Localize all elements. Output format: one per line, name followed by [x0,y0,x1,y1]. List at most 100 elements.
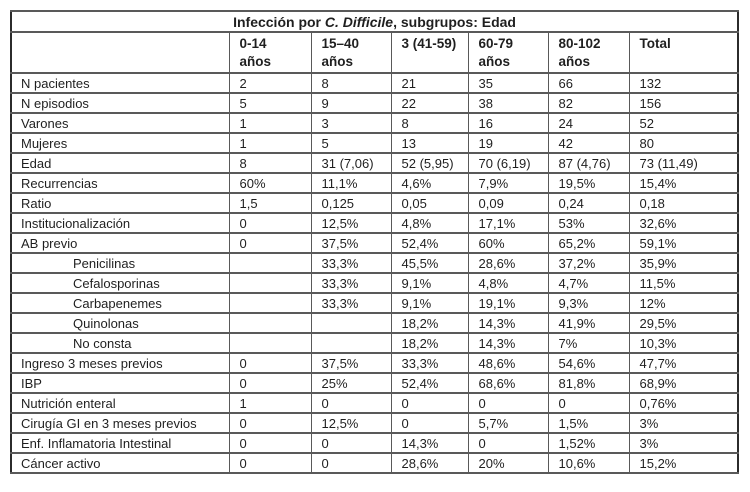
column-header-line1: 80-102 [558,36,601,51]
cell-value: 19,5% [547,172,630,194]
table-row: No consta 18,2% 14,3% 7% 10,3% [10,332,739,354]
cell-value: 1,52% [547,432,630,454]
table-row: Ingreso 3 meses previos 0 37,5% 33,3% 48,6% 5… [10,352,739,374]
cell-value: 87 (4,76) [547,152,630,174]
table-row: Varones 1 3 8 16 24 52 [10,112,739,134]
cell-value: 7% [547,332,630,354]
cell-value: 3% [628,412,739,434]
cell-value: 19,1% [467,292,549,314]
cell-value: 33,3% [310,292,392,314]
row-label: Penicilinas [10,252,230,274]
cell-value [228,272,312,294]
cell-value: 8 [390,112,469,134]
table-row: N pacientes 2 8 21 35 66 132 [10,72,739,94]
table-row: Enf. Inflamatoria Intestinal 0 0 14,3% 0 1,52… [10,432,739,454]
cell-value: 21 [390,72,469,94]
cell-value: 0,18 [628,192,739,214]
cell-value: 5 [310,132,392,154]
cell-value [228,312,312,334]
cell-value: 0,05 [390,192,469,214]
cell-value: 10,3% [628,332,739,354]
table-row: Edad 8 31 (7,06) 52 (5,95) 70 (6,19) 87 (4,76… [10,152,739,174]
cell-value: 0 [228,352,312,374]
cell-value: 0 [228,212,312,234]
cell-value: 47,7% [628,352,739,374]
row-label: Enf. Inflamatoria Intestinal [10,432,230,454]
cell-value: 0 [310,452,392,474]
column-header-line1: 60-79 [478,36,514,51]
table-row: Cefalosporinas 33,3% 9,1% 4,8% 4,7% 11,5% [10,272,739,294]
cell-value: 9,1% [390,292,469,314]
row-label: N pacientes [10,72,230,94]
cell-value: 5 [228,92,312,114]
column-header-line2: años [239,54,272,70]
column-header: 3 (41-59) [390,31,469,74]
row-label: AB previo [10,232,230,254]
cell-value: 0 [467,432,549,454]
cell-value: 0 [390,412,469,434]
cell-value: 8 [228,152,312,174]
cell-value: 11,5% [628,272,739,294]
column-header-row: 0-14 años 15–40 años 3 (41-59) 60-79 años 80-10… [10,31,739,74]
cell-value: 4,7% [547,272,630,294]
cell-value: 14,3% [467,332,549,354]
cell-value: 9,1% [390,272,469,294]
row-label: No consta [10,332,230,354]
cell-value: 19 [467,132,549,154]
cell-value: 0 [390,392,469,414]
cell-value: 0 [228,452,312,474]
cell-value: 29,5% [628,312,739,334]
cell-value: 3% [628,432,739,454]
column-header-line1: 3 (41-59) [401,36,457,51]
cell-value: 45,5% [390,252,469,274]
cell-value: 12% [628,292,739,314]
table-row: AB previo 0 37,5% 52,4% 60% 65,2% 59,1% [10,232,739,254]
cell-value: 0 [228,432,312,454]
cell-value: 15,2% [628,452,739,474]
cell-value: 0 [228,232,312,254]
cell-value: 52,4% [390,232,469,254]
row-label: Edad [10,152,230,174]
cell-value: 80 [628,132,739,154]
cell-value: 52 [628,112,739,134]
cell-value: 1 [228,132,312,154]
cell-value: 37,5% [310,232,392,254]
cell-value: 12,5% [310,212,392,234]
cell-value: 15,4% [628,172,739,194]
cell-value: 31 (7,06) [310,152,392,174]
cell-value: 0,24 [547,192,630,214]
cell-value: 1,5 [228,192,312,214]
cell-value: 10,6% [547,452,630,474]
column-header: 0-14 años [228,31,312,74]
column-header-line2: años [478,54,511,70]
row-label: Carbapenemes [10,292,230,314]
cell-value [228,292,312,314]
cell-value: 73 (11,49) [628,152,739,174]
cell-value: 60% [467,232,549,254]
table-title-italic-term: C. Difficile [324,13,394,30]
cell-value: 17,1% [467,212,549,234]
cell-value: 41,9% [547,312,630,334]
empty-corner-cell [10,31,230,74]
row-label: Ingreso 3 meses previos [10,352,230,374]
column-header: Total [628,31,739,74]
cell-value: 0 [310,392,392,414]
cell-value: 24 [547,112,630,134]
cell-value: 8 [310,72,392,94]
cell-value: 0,125 [310,192,392,214]
cell-value: 81,8% [547,372,630,394]
table-row: Penicilinas 33,3% 45,5% 28,6% 37,2% 35,9% [10,252,739,274]
cell-value [228,332,312,354]
cell-value: 14,3% [390,432,469,454]
cell-value: 52 (5,95) [390,152,469,174]
table-row: Ratio 1,5 0,125 0,05 0,09 0,24 0,18 [10,192,739,214]
column-header: 80-102 años [547,31,630,74]
column-header-line2: años [321,54,354,70]
cell-value: 66 [547,72,630,94]
column-header-line1: 15–40 [321,36,360,51]
table-title-row: Infección por C. Difficile, subgrupos: E… [10,10,739,33]
table-row: N episodios 5 9 22 38 82 156 [10,92,739,114]
cell-value: 0 [547,392,630,414]
cell-value: 59,1% [628,232,739,254]
